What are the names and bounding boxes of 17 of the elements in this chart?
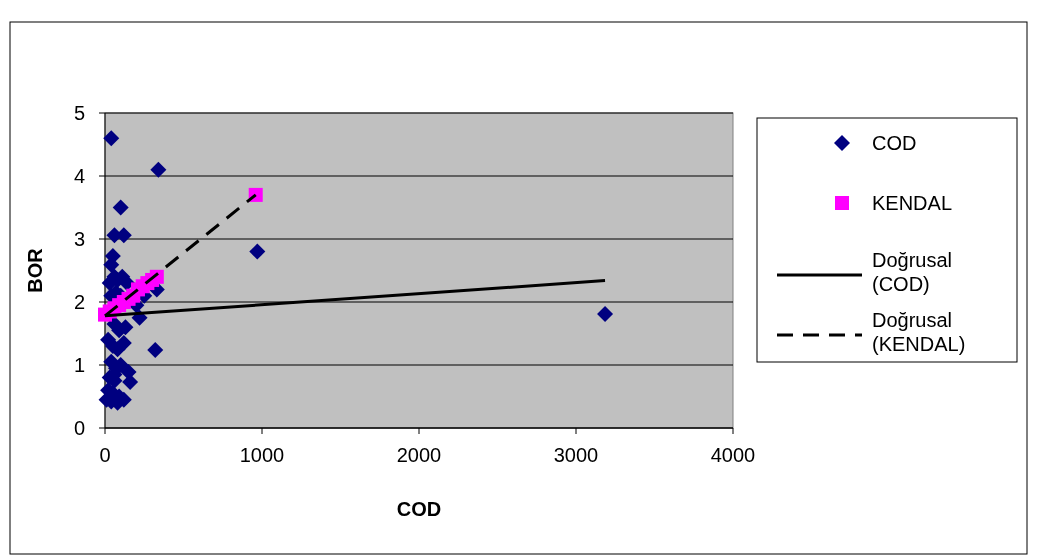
y-tick-label: 3	[73, 228, 85, 250]
legend-label: KENDAL	[872, 192, 953, 214]
x-tick-label: 2000	[396, 444, 442, 466]
legend-label: Doğrusal (COD)	[872, 249, 953, 295]
legend-label: COD	[872, 132, 917, 154]
y-axis-title: BOR	[24, 247, 46, 293]
y-tick-label: 0	[73, 417, 85, 439]
y-tick-label: 4	[73, 165, 85, 187]
y-tick-label: 1	[73, 354, 85, 376]
x-tick-label: 1000	[239, 444, 285, 466]
x-tick-label: 3000	[553, 444, 599, 466]
y-tick-label: 2	[73, 291, 85, 313]
legend-label: Doğrusal (KENDAL)	[872, 309, 966, 355]
x-tick-label: 0	[99, 444, 111, 466]
x-axis-title: COD	[396, 498, 442, 520]
y-tick-label: 5	[73, 102, 85, 124]
x-tick-label: 4000	[710, 444, 756, 466]
